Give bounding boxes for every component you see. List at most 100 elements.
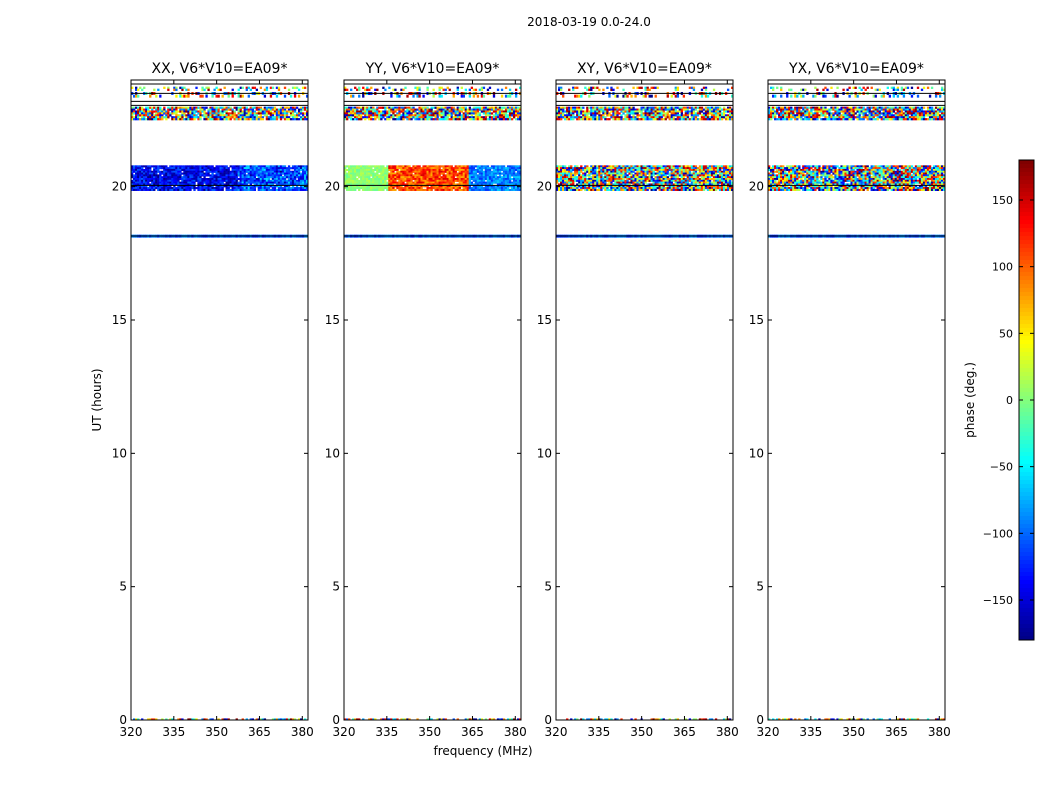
colorbar-swatch xyxy=(1019,408,1034,413)
y-tick-label: 20 xyxy=(325,180,340,194)
colorbar-swatch xyxy=(1019,460,1034,465)
colorbar-swatch xyxy=(1019,196,1034,201)
colorbar-swatch xyxy=(1019,164,1034,169)
colorbar-swatch xyxy=(1019,428,1034,433)
x-axis-label: frequency (MHz) xyxy=(433,744,532,758)
colorbar-swatch xyxy=(1019,172,1034,177)
heatmap-cells xyxy=(768,86,946,721)
colorbar-swatch xyxy=(1019,320,1034,325)
y-tick-label: 15 xyxy=(537,313,552,327)
colorbar-swatch xyxy=(1019,392,1034,397)
colorbar-swatch xyxy=(1019,292,1034,297)
x-tick-label: 350 xyxy=(205,725,228,739)
colorbar-swatch xyxy=(1019,420,1034,425)
colorbar-swatch xyxy=(1019,504,1034,509)
colorbar-swatch xyxy=(1019,360,1034,365)
colorbar-swatch xyxy=(1019,208,1034,213)
colorbar-swatch xyxy=(1019,416,1034,421)
heatmap-cells xyxy=(556,86,734,721)
colorbar-swatch xyxy=(1019,536,1034,541)
colorbar-swatch xyxy=(1019,288,1034,293)
colorbar-swatch xyxy=(1019,312,1034,317)
colorbar-swatch xyxy=(1019,496,1034,501)
colorbar-swatch xyxy=(1019,512,1034,517)
x-tick-label: 335 xyxy=(162,725,185,739)
y-tick-label: 10 xyxy=(749,446,764,460)
colorbar-swatch xyxy=(1019,396,1034,401)
colorbar-tick-label: −50 xyxy=(990,461,1013,474)
x-tick-label: 365 xyxy=(248,725,271,739)
colorbar-swatch xyxy=(1019,276,1034,281)
colorbar-swatch xyxy=(1019,548,1034,553)
axes-frame xyxy=(767,79,946,721)
colorbar-swatch xyxy=(1019,452,1034,457)
colorbar-swatch xyxy=(1019,592,1034,597)
colorbar-swatch xyxy=(1019,304,1034,309)
colorbar-swatch xyxy=(1019,488,1034,493)
x-tick-label: 350 xyxy=(630,725,653,739)
colorbar-swatch xyxy=(1019,500,1034,505)
colorbar-swatch xyxy=(1019,244,1034,249)
panel-title: YX, V6*V10=EA09* xyxy=(788,61,924,77)
colorbar-swatch xyxy=(1019,316,1034,321)
colorbar-swatch xyxy=(1019,220,1034,225)
colorbar-swatch xyxy=(1019,564,1034,569)
x-tick-label: 380 xyxy=(291,725,314,739)
colorbar-swatch xyxy=(1019,388,1034,393)
colorbar-swatch xyxy=(1019,492,1034,497)
colorbar-swatch xyxy=(1019,576,1034,581)
colorbar-swatch xyxy=(1019,600,1034,605)
colorbar-swatch xyxy=(1019,508,1034,513)
axes-frame xyxy=(130,79,309,721)
y-tick-label: 5 xyxy=(119,580,127,594)
colorbar-swatch xyxy=(1019,424,1034,429)
colorbar-swatch xyxy=(1019,456,1034,461)
colorbar-swatch xyxy=(1019,400,1034,405)
colorbar-swatch xyxy=(1019,328,1034,333)
colorbar-swatch xyxy=(1019,348,1034,353)
colorbar-swatch xyxy=(1019,180,1034,185)
y-tick-label: 0 xyxy=(332,713,340,727)
y-tick-label: 5 xyxy=(544,580,552,594)
figure-title: 2018-03-19 0.0-24.0 xyxy=(527,15,651,29)
x-tick-label: 365 xyxy=(885,725,908,739)
y-tick-label: 20 xyxy=(537,180,552,194)
colorbar-swatch xyxy=(1019,300,1034,305)
colorbar-swatch xyxy=(1019,532,1034,537)
colorbar-swatch xyxy=(1019,572,1034,577)
y-tick-label: 5 xyxy=(332,580,340,594)
colorbar-swatch xyxy=(1019,464,1034,469)
colorbar-swatch xyxy=(1019,356,1034,361)
colorbar-swatch xyxy=(1019,260,1034,265)
y-tick-label: 10 xyxy=(537,446,552,460)
colorbar-swatch xyxy=(1019,264,1034,269)
colorbar-swatch xyxy=(1019,248,1034,253)
colorbar-swatch xyxy=(1019,228,1034,233)
colorbar-swatch xyxy=(1019,608,1034,613)
colorbar-swatch xyxy=(1019,372,1034,377)
panel-4: YX, V6*V10=EA09* 320 335 350 365 380 0 5 10 15 20 xyxy=(749,61,951,739)
colorbar-swatch xyxy=(1019,620,1034,625)
colorbar-swatch xyxy=(1019,432,1034,437)
colorbar-swatch xyxy=(1019,352,1034,357)
colorbar-swatch xyxy=(1019,308,1034,313)
x-tick-label: 380 xyxy=(928,725,951,739)
colorbar-swatch xyxy=(1019,440,1034,445)
colorbar-swatch xyxy=(1019,484,1034,489)
colorbar-swatch xyxy=(1019,596,1034,601)
colorbar-swatch xyxy=(1019,336,1034,341)
colorbar-swatch xyxy=(1019,364,1034,369)
colorbar-swatch xyxy=(1019,368,1034,373)
colorbar-swatch xyxy=(1019,168,1034,173)
colorbar-swatch xyxy=(1019,540,1034,545)
panel-3: XY, V6*V10=EA09* 320 335 350 365 380 0 5 10 15 20 xyxy=(537,61,739,739)
y-tick-label: 20 xyxy=(112,180,127,194)
colorbar-swatch xyxy=(1019,204,1034,209)
y-axis-label: UT (hours) xyxy=(90,368,104,431)
colorbar-swatch xyxy=(1019,268,1034,273)
colorbar-tick-label: −100 xyxy=(983,527,1013,540)
colorbar-label: phase (deg.) xyxy=(963,362,977,438)
colorbar-swatch xyxy=(1019,160,1034,165)
colorbar-swatch xyxy=(1019,176,1034,181)
y-tick-label: 0 xyxy=(544,713,552,727)
